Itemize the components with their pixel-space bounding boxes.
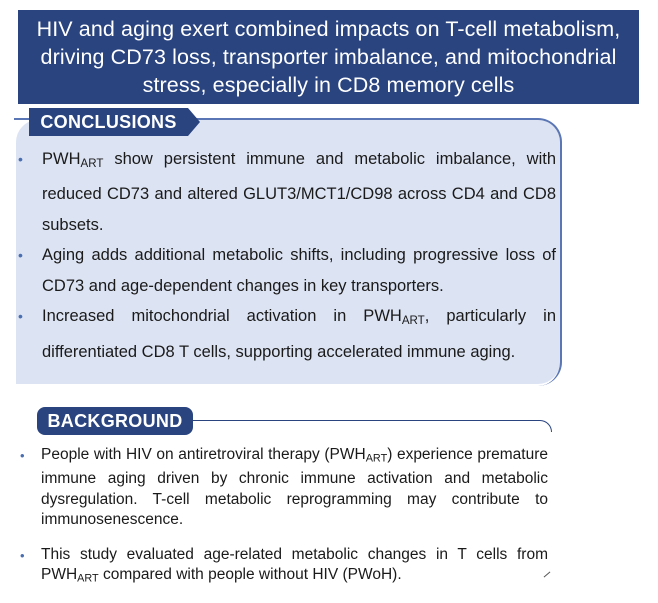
conclusions-heading: CONCLUSIONS bbox=[29, 108, 188, 136]
bullet-icon: • bbox=[18, 151, 23, 167]
conclusions-panel bbox=[16, 120, 560, 384]
title-banner: HIV and aging exert combined impacts on … bbox=[18, 10, 639, 104]
background-divider-curve bbox=[530, 420, 552, 432]
bullet-icon: • bbox=[20, 448, 25, 463]
conclusion-item: • PWHART show persistent immune and metab… bbox=[16, 144, 556, 240]
poster-title: HIV and aging exert combined impacts on … bbox=[36, 17, 621, 97]
conclusions-list: • PWHART show persistent immune and metab… bbox=[16, 144, 556, 367]
conclusion-item: • Increased mitochondrial activation in P… bbox=[16, 301, 556, 367]
bullet-icon: • bbox=[20, 547, 25, 563]
background-heading: BACKGROUND bbox=[37, 407, 193, 435]
background-list: • People with HIV on antiretroviral thera… bbox=[18, 445, 548, 603]
conclusions-heading-arrow bbox=[188, 108, 200, 136]
background-divider bbox=[193, 420, 533, 421]
background-item: • This study evaluated age-related metabo… bbox=[20, 545, 548, 585]
background-item: • People with HIV on antiretroviral thera… bbox=[20, 446, 548, 529]
bullet-icon: • bbox=[18, 247, 23, 264]
conclusion-item: • Aging adds additional metabolic shifts,… bbox=[16, 240, 556, 301]
bullet-icon: • bbox=[18, 308, 23, 325]
